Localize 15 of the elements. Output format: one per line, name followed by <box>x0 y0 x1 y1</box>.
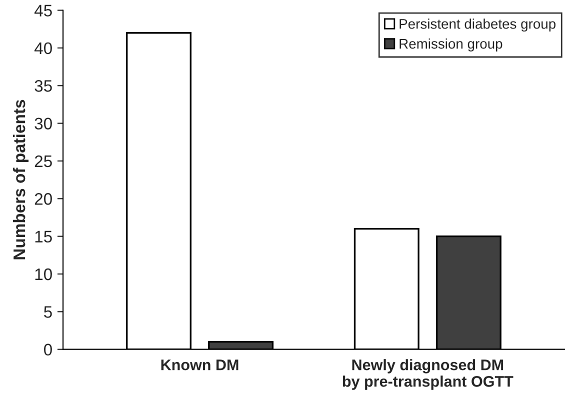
x-tick-label: Newly diagnosed DM by pre-transplant OGTT <box>342 359 514 390</box>
y-tick-label: 35 <box>34 80 52 92</box>
y-tick-label: 45 <box>34 4 52 16</box>
y-tick-label: 5 <box>44 306 52 318</box>
y-tick-label: 25 <box>34 155 52 168</box>
legend-label: Persistent diabetes group <box>400 18 556 32</box>
y-tick-label: 30 <box>34 118 52 130</box>
y-tick-label: 40 <box>34 42 52 54</box>
y-tick-label: 10 <box>35 268 52 280</box>
y-tick-label: 15 <box>35 230 52 243</box>
x-tick-label: Known DM <box>161 360 238 370</box>
legend-label: Remission group <box>400 38 502 52</box>
y-tick-label: 20 <box>34 193 52 205</box>
y-tick-label: 0 <box>44 344 52 356</box>
y-axis-title: Numbers of patients <box>12 100 29 260</box>
